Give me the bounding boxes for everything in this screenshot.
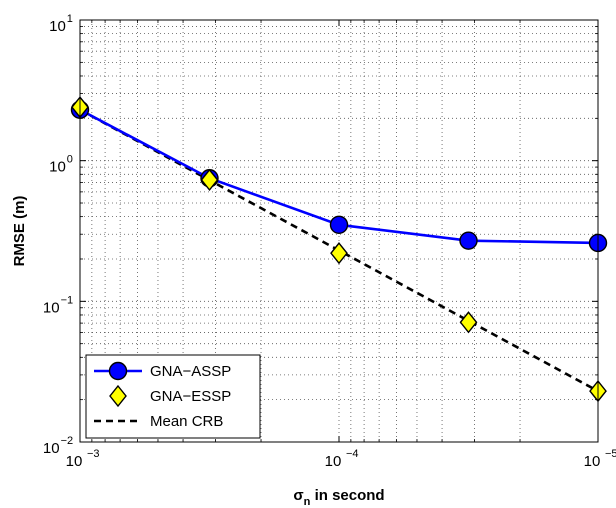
x-tick-label: 10 xyxy=(66,453,83,470)
legend-entry: GNA−ASSP xyxy=(94,361,231,381)
x-tick-label-exponent: −4 xyxy=(346,448,359,460)
legend-label: GNA−ESSP xyxy=(150,388,231,405)
y-tick-label-exponent: 0 xyxy=(67,154,73,166)
data-point-circle xyxy=(329,215,349,235)
legend-marker-circle xyxy=(108,361,128,381)
axis-ticks: 10 −3 10 −4 10 −510 −210 −110 010 1 xyxy=(43,13,616,470)
axis-labels: σn in second RMSE (m) xyxy=(11,196,385,508)
y-tick-label-exponent: −2 xyxy=(61,435,74,447)
y-tick-label: 10 xyxy=(49,159,66,176)
x-tick-label-exponent: −5 xyxy=(605,448,616,460)
y-tick-label: 10 xyxy=(43,440,60,457)
y-axis-label: RMSE (m) xyxy=(11,196,28,267)
data-point-circle xyxy=(459,231,478,250)
x-axis-label: σn in second xyxy=(293,487,384,508)
legend-label: Mean CRB xyxy=(150,413,223,430)
legend-marker-diamond xyxy=(109,384,127,408)
legend: GNA−ASSP GNA−ESSP Mean CRB xyxy=(85,354,261,439)
x-tick-label-exponent: −3 xyxy=(87,448,100,460)
y-tick-label-exponent: 1 xyxy=(67,13,73,25)
y-tick-label: 10 xyxy=(43,299,60,316)
legend-entry: Mean CRB xyxy=(94,413,223,430)
y-tick-label-exponent: −1 xyxy=(61,294,74,306)
series-gna-essp xyxy=(71,96,607,403)
x-tick-label: 10 xyxy=(325,453,342,470)
legend-label: GNA−ASSP xyxy=(150,363,231,380)
y-tick-label: 10 xyxy=(49,18,66,35)
x-tick-label: 10 xyxy=(584,453,601,470)
data-point-diamond xyxy=(200,168,219,192)
data-point-diamond xyxy=(330,242,348,265)
data-point-diamond xyxy=(459,311,478,334)
legend-entry: GNA−ESSP xyxy=(109,384,231,408)
